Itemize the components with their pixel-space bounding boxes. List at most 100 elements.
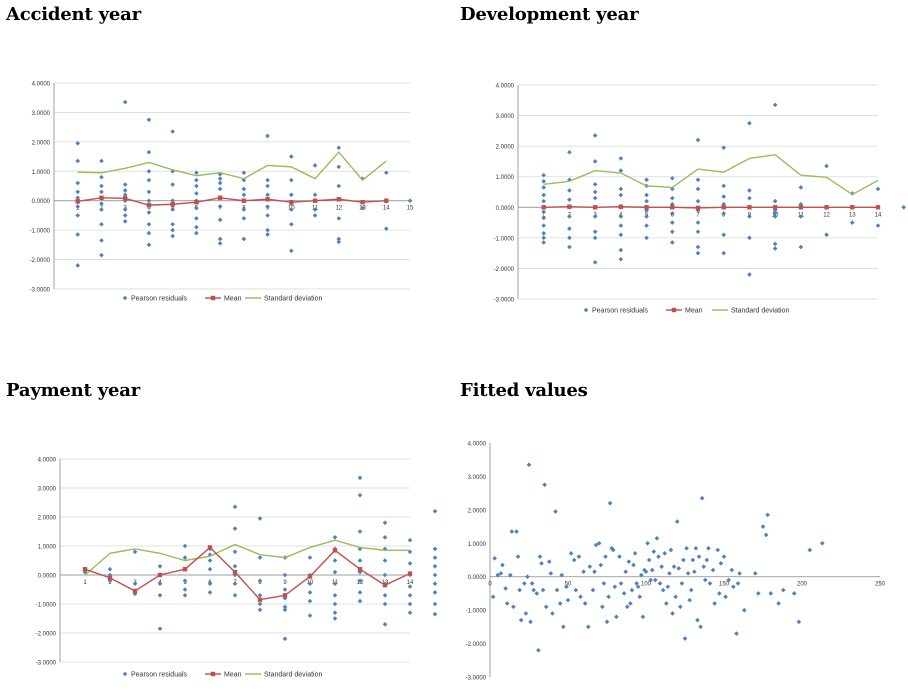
data-point: [307, 613, 313, 618]
data-point: [721, 183, 727, 189]
mean-line: [77, 197, 387, 206]
x-tick-label: 7: [696, 212, 700, 218]
data-point: [529, 581, 535, 586]
data-point: [648, 577, 653, 583]
x-tick-label: 14: [407, 580, 414, 586]
data-point: [653, 577, 658, 583]
data-point: [282, 572, 288, 578]
data-point: [607, 500, 613, 506]
data-point: [357, 578, 363, 584]
data-point: [75, 232, 81, 237]
mean-marker: [384, 198, 389, 203]
data-point: [693, 546, 699, 551]
data-point: [265, 183, 270, 189]
data-point: [503, 586, 508, 591]
data-point: [772, 246, 778, 251]
data-point: [289, 248, 294, 254]
data-point: [702, 577, 708, 583]
data-point: [194, 177, 199, 183]
data-point: [590, 587, 596, 593]
data-point: [383, 170, 389, 176]
data-point: [537, 554, 543, 559]
data-point: [241, 207, 247, 212]
data-point: [232, 564, 238, 569]
data-point: [207, 590, 213, 595]
data-point: [511, 604, 516, 610]
data-point: [307, 590, 313, 595]
data-point: [407, 601, 413, 607]
data-point: [289, 192, 294, 198]
data-point: [565, 597, 571, 603]
data-point: [639, 572, 644, 578]
mean-marker: [146, 202, 152, 208]
mean-marker: [382, 582, 388, 588]
mean-marker: [157, 572, 163, 578]
chart-title-payment-year: Payment year: [6, 380, 140, 401]
data-point: [541, 179, 547, 184]
data-point: [146, 189, 152, 195]
data-point: [644, 177, 649, 183]
data-point: [567, 244, 572, 250]
data-point: [531, 587, 536, 593]
y-tick-label: -3.0000: [30, 288, 51, 294]
data-point: [357, 492, 363, 498]
data-point: [500, 562, 505, 568]
data-point: [382, 622, 388, 627]
data-point: [146, 210, 152, 215]
data-point: [618, 581, 624, 586]
data-point: [747, 235, 752, 241]
data-point: [681, 557, 686, 563]
mean-marker: [332, 548, 338, 553]
data-point: [232, 572, 238, 578]
data-point: [432, 601, 438, 607]
data-point: [407, 198, 413, 204]
data-point: [631, 562, 636, 568]
data-point: [534, 591, 540, 596]
data-point: [621, 591, 627, 596]
data-point: [432, 611, 438, 617]
data-point: [122, 213, 128, 218]
x-tick-label: 4: [147, 206, 151, 212]
data-point: [593, 542, 599, 548]
sd-line: [77, 151, 387, 182]
data-point: [146, 221, 152, 227]
data-point: [541, 215, 547, 221]
data-point: [336, 183, 342, 189]
data-point: [312, 192, 318, 198]
data-point: [734, 631, 739, 636]
data-point: [651, 549, 657, 554]
data-point: [146, 177, 152, 183]
data-point: [132, 549, 138, 555]
data-point: [75, 204, 81, 209]
x-tick-label: 12: [823, 212, 830, 218]
y-tick-label: -2.0000: [30, 258, 51, 264]
data-point: [517, 587, 522, 593]
data-point: [232, 526, 238, 531]
data-point: [407, 561, 413, 566]
data-point: [592, 235, 598, 241]
data-point: [146, 117, 152, 123]
data-point: [282, 604, 288, 610]
data-point: [695, 229, 701, 235]
legend-mean-label: Mean: [224, 672, 242, 679]
data-point: [692, 569, 697, 574]
data-point: [99, 189, 104, 195]
data-point: [541, 209, 547, 215]
x-tick-label: 1: [542, 212, 546, 218]
data-point: [670, 611, 675, 616]
data-point: [798, 214, 804, 219]
data-point: [695, 186, 701, 192]
data-point: [875, 186, 881, 192]
x-tick-label: 12: [357, 580, 364, 586]
data-point: [710, 567, 716, 573]
data-point: [682, 636, 688, 641]
y-tick-label: 3.0000: [496, 114, 515, 120]
data-point: [676, 566, 682, 571]
data-point: [649, 567, 655, 573]
data-point: [432, 581, 438, 586]
data-point: [332, 569, 338, 575]
data-point: [332, 616, 338, 621]
data-point: [170, 129, 175, 134]
y-tick-label: 3.0000: [38, 487, 57, 493]
data-point: [546, 559, 552, 564]
